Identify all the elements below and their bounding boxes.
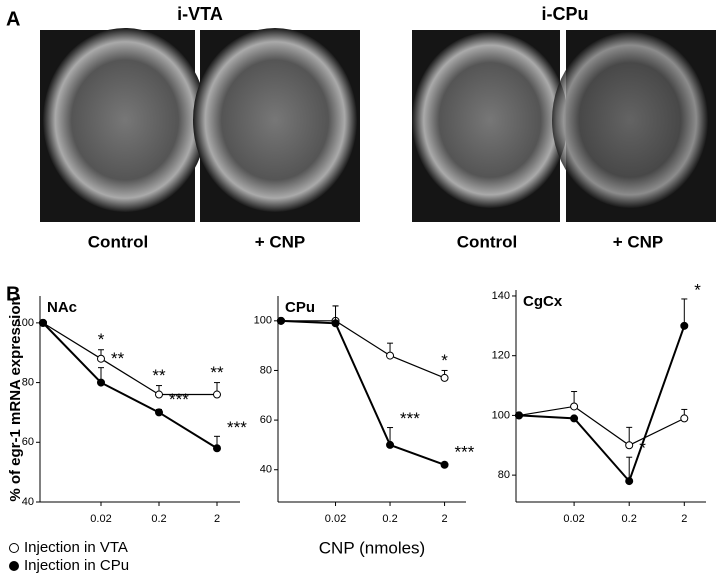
legend-marker (9, 561, 19, 571)
legend-label: Injection in CPu (24, 557, 129, 574)
significance-label: ** (210, 363, 224, 382)
x-tick-label: 2 (441, 513, 447, 525)
legend-marker (9, 543, 19, 553)
data-point (680, 321, 689, 330)
data-point (386, 440, 395, 449)
significance-label: ** (111, 349, 125, 368)
data-point (680, 414, 689, 423)
x-tick-label: 0.2 (382, 513, 397, 525)
data-point (570, 402, 579, 411)
data-line (518, 325, 686, 484)
y-tick-label: 80 (22, 376, 34, 388)
image-caption: Control (457, 232, 517, 251)
data-point (570, 414, 579, 423)
data-point (440, 460, 449, 469)
group-title: i-CPu (542, 4, 589, 24)
x-tick-label: 0.02 (563, 513, 584, 525)
panel-label: A (6, 8, 20, 30)
data-line (42, 322, 218, 450)
data-point (213, 444, 221, 453)
data-point (386, 351, 395, 360)
x-axis-label: CNP (nmoles) (319, 538, 425, 557)
significance-label: * (441, 351, 448, 370)
y-tick-label: 80 (260, 364, 272, 376)
data-point (625, 477, 634, 486)
image-caption: Control (88, 232, 148, 251)
y-tick-label: 100 (16, 317, 34, 329)
x-tick-label: 2 (214, 513, 220, 525)
significance-label: ** (152, 366, 166, 385)
significance-label: *** (169, 390, 189, 409)
data-point (515, 411, 523, 420)
data-point (39, 318, 47, 327)
x-tick-label: 0.2 (622, 513, 637, 525)
significance-label: *** (227, 418, 247, 437)
data-line (42, 322, 217, 396)
image-caption: + CNP (613, 232, 664, 251)
data-line (518, 405, 685, 446)
y-tick-label: 80 (498, 469, 510, 481)
y-tick-label: 100 (254, 315, 272, 327)
y-tick-label: 100 (492, 409, 510, 421)
data-point (213, 390, 221, 399)
significance-label: *** (400, 409, 420, 428)
data-point (97, 378, 105, 387)
significance-label: * (639, 439, 646, 458)
y-tick-label: 60 (22, 436, 34, 448)
y-tick-label: 40 (22, 496, 34, 508)
chart-title: NAc (47, 299, 77, 316)
x-tick-label: 0.2 (151, 513, 166, 525)
panel-label: B (6, 283, 20, 305)
data-line (280, 319, 445, 466)
data-line (281, 320, 445, 379)
significance-label: * (694, 280, 701, 299)
data-point (155, 390, 163, 399)
x-tick-label: 2 (681, 513, 687, 525)
data-point (440, 373, 449, 382)
y-axis-label: % of egr-1 mRNA expression (7, 296, 24, 501)
y-tick-label: 120 (492, 350, 510, 362)
y-tick-label: 60 (260, 414, 272, 426)
y-tick-label: 40 (260, 464, 272, 476)
data-point (155, 408, 163, 417)
data-point (97, 354, 105, 363)
data-point (331, 319, 340, 328)
x-tick-label: 0.02 (90, 513, 111, 525)
data-point (277, 316, 285, 325)
significance-label: * (98, 330, 105, 349)
significance-label: *** (455, 442, 475, 461)
image-caption: + CNP (255, 232, 306, 251)
chart-title: CgCx (523, 293, 563, 310)
x-tick-label: 0.02 (325, 513, 346, 525)
data-point (625, 441, 634, 450)
chart-title: CPu (285, 299, 315, 316)
legend-label: Injection in VTA (24, 539, 128, 556)
y-tick-label: 140 (492, 290, 510, 302)
brain-images (40, 28, 716, 222)
group-title: i-VTA (177, 4, 223, 24)
